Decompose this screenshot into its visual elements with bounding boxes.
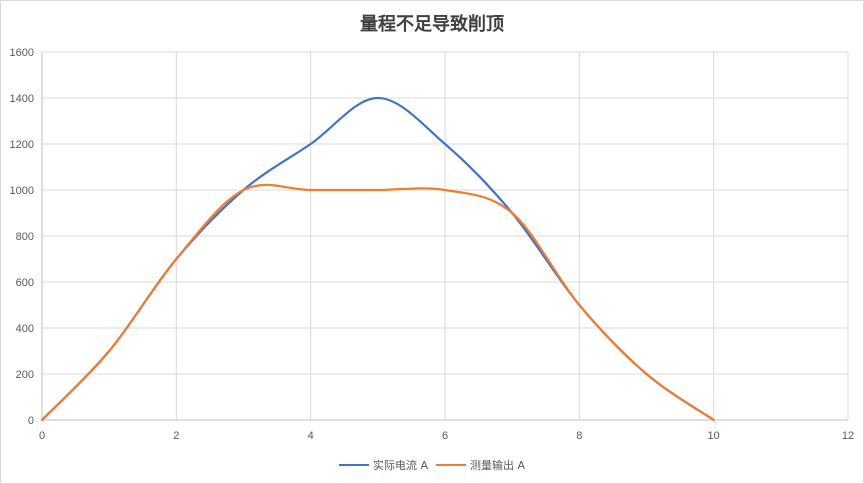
y-tick-label: 400	[16, 323, 34, 335]
tick-labels: 0 200 400 600 800 1000 1200 1400 1600 0 2 4 6 8 10 12	[10, 47, 855, 442]
y-tick-label: 800	[16, 231, 34, 243]
y-tick-label: 1600	[10, 47, 34, 59]
legend-label: 实际电流 A	[372, 459, 428, 472]
x-tick-label: 10	[708, 430, 720, 442]
x-tick-label: 0	[39, 430, 45, 442]
series-line-2	[40, 183, 715, 422]
legend-item-1: 实际电流 A	[338, 457, 428, 473]
y-tick-label: 1000	[10, 185, 34, 197]
x-tick-label: 2	[173, 430, 179, 442]
x-tick-label: 6	[442, 430, 448, 442]
y-tick-label: 0	[28, 415, 34, 427]
gridlines	[42, 51, 849, 420]
x-tick-label: 12	[842, 430, 854, 442]
y-tick-label: 200	[16, 369, 34, 381]
legend-item-2: 测量输出 A	[436, 457, 525, 473]
series-line-1	[40, 96, 715, 422]
legend-label: 测量输出 A	[470, 459, 526, 472]
y-tick-label: 600	[16, 277, 34, 289]
chart-title: 量程不足导致削顶	[360, 14, 504, 35]
legend-swatch	[436, 464, 466, 466]
legend-swatch	[338, 464, 369, 466]
y-tick-label: 1200	[10, 139, 34, 151]
series-lines	[40, 96, 715, 422]
y-tick-label: 1400	[10, 93, 34, 105]
x-tick-label: 4	[308, 430, 314, 442]
legend: 实际电流 A 测量输出 A	[0, 457, 864, 473]
x-tick-label: 8	[576, 430, 582, 442]
